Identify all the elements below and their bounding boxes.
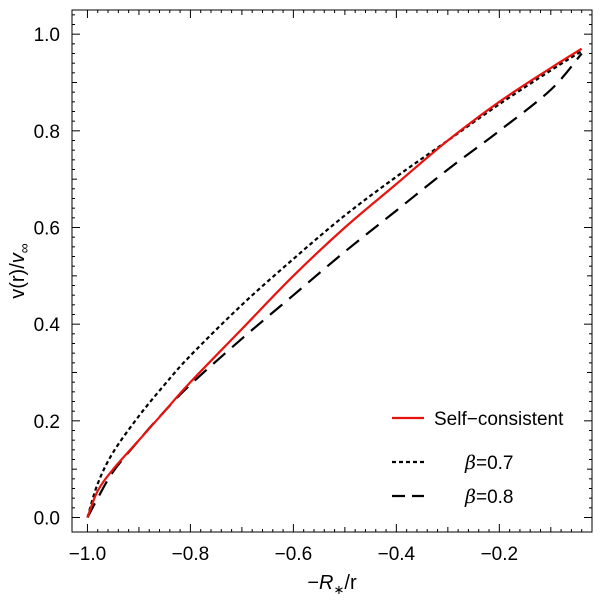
x-tick-label: −0.8	[172, 544, 210, 565]
series-line-1	[86, 50, 583, 518]
series-line-2	[86, 52, 583, 519]
series-line-0	[86, 47, 583, 518]
y-tick-label: 0.4	[34, 315, 61, 336]
y-tick-label: 0.2	[34, 412, 60, 433]
y-axis-label: v(r)/v∞	[7, 243, 32, 299]
y-tick-label: 1.0	[34, 25, 60, 46]
y-tick-label: 0.8	[34, 122, 60, 143]
legend-label: β=0.8	[464, 486, 514, 508]
x-axis-ticks: −1.0 −0.8 −0.6 −0.4 −0.2	[69, 10, 593, 565]
y-axis-ticks: 0.0 0.2 0.4 0.6 0.8 1.0	[34, 14, 592, 530]
legend-label: β=0.7	[464, 452, 514, 474]
x-axis-label: −R∗/r	[307, 572, 357, 597]
x-tick-label: −0.2	[481, 544, 519, 565]
legend-label: Self−consistent	[434, 409, 564, 430]
y-tick-label: 0.0	[34, 509, 60, 530]
x-tick-label: −0.6	[275, 544, 313, 565]
series-layer	[86, 47, 583, 519]
x-tick-label: −1.0	[69, 544, 107, 565]
y-tick-label: 0.6	[34, 219, 60, 240]
legend: Self−consistent β=0.7 β=0.8	[392, 409, 564, 508]
plot-frame	[71, 9, 593, 533]
x-tick-label: −0.4	[378, 544, 416, 565]
